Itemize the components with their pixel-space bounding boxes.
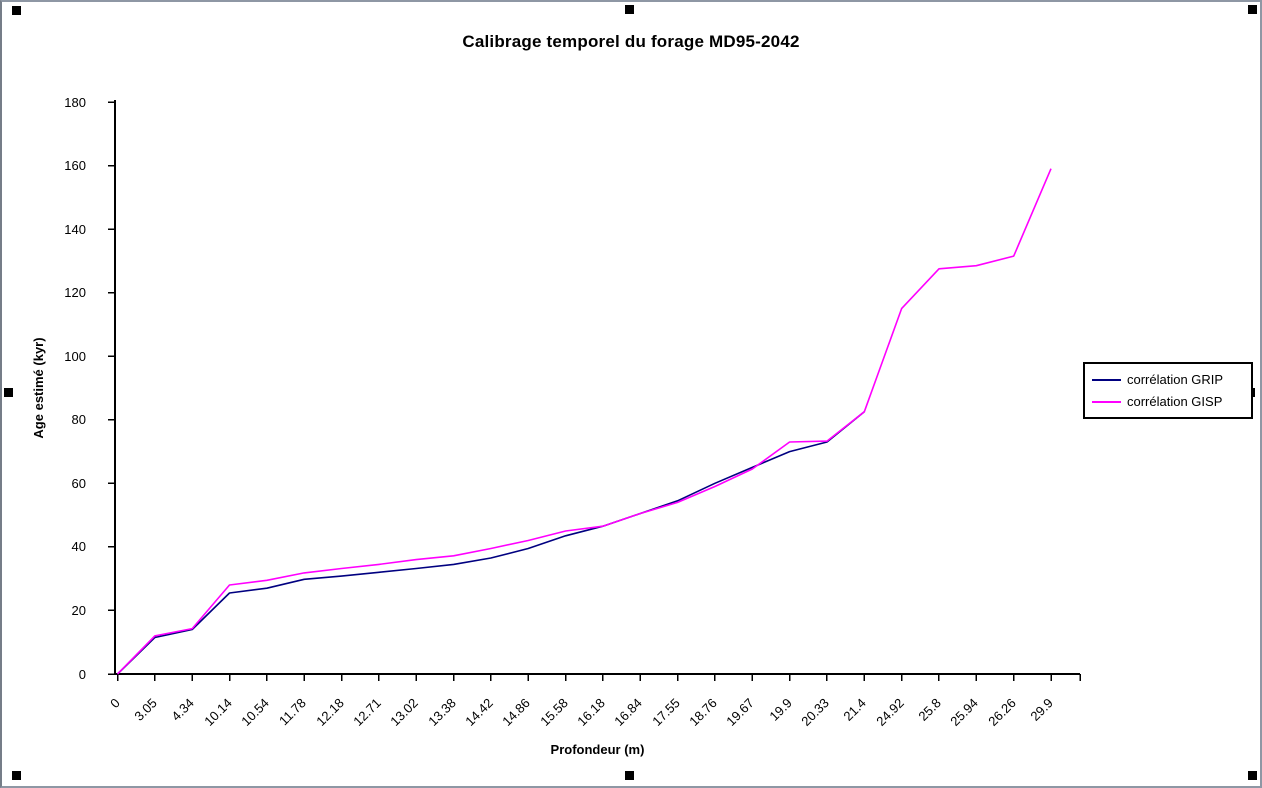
legend-label-gisp: corrélation GISP bbox=[1127, 394, 1223, 409]
x-tick-label: 0 bbox=[106, 695, 123, 712]
y-tick-label: 100 bbox=[64, 348, 86, 364]
selection-handle-top-left[interactable] bbox=[12, 6, 21, 15]
y-tick-label: 120 bbox=[64, 285, 86, 301]
y-tick-label: 80 bbox=[71, 412, 86, 428]
x-tick-label: 25.8 bbox=[915, 695, 944, 724]
selection-handle-bottom-right[interactable] bbox=[1248, 771, 1257, 780]
y-tick-label: 0 bbox=[78, 666, 86, 682]
grip-line-swatch bbox=[1092, 378, 1121, 381]
series-line-gisp[interactable] bbox=[116, 168, 1052, 675]
x-tick-label: 21.4 bbox=[840, 695, 870, 724]
y-tick-label: 40 bbox=[71, 539, 86, 555]
selection-handle-top-center[interactable] bbox=[625, 5, 634, 14]
x-tick-label: 29.9 bbox=[1027, 695, 1056, 724]
x-tick-label: 3.05 bbox=[131, 695, 160, 724]
legend-label-grip: corrélation GRIP bbox=[1127, 372, 1224, 387]
y-tick-label: 60 bbox=[71, 475, 86, 491]
y-tick-label: 140 bbox=[64, 221, 86, 237]
x-axis-title: Profondeur (m) bbox=[550, 742, 645, 757]
x-tick-label: 4.34 bbox=[168, 695, 198, 724]
selection-handle-bottom-center[interactable] bbox=[625, 771, 634, 780]
chart-title: Calibrage temporel du forage MD95-2042 bbox=[462, 32, 800, 51]
gisp-line-swatch bbox=[1092, 400, 1121, 403]
series-line-grip[interactable] bbox=[116, 411, 865, 675]
selection-handle-bottom-left[interactable] bbox=[12, 771, 21, 780]
selection-handle-middle-left[interactable] bbox=[4, 388, 13, 397]
selection-handle-top-right[interactable] bbox=[1248, 5, 1257, 14]
legend-item-gisp[interactable]: corrélation GISP bbox=[1092, 394, 1251, 409]
legend-item-grip[interactable]: corrélation GRIP bbox=[1092, 372, 1251, 387]
y-tick-label: 160 bbox=[64, 158, 86, 174]
legend[interactable]: corrélation GRIP corrélation GISP bbox=[1083, 362, 1253, 419]
x-tick-label: 19.9 bbox=[766, 695, 795, 724]
y-tick-label: 180 bbox=[64, 94, 86, 110]
y-tick-label: 20 bbox=[71, 602, 86, 618]
